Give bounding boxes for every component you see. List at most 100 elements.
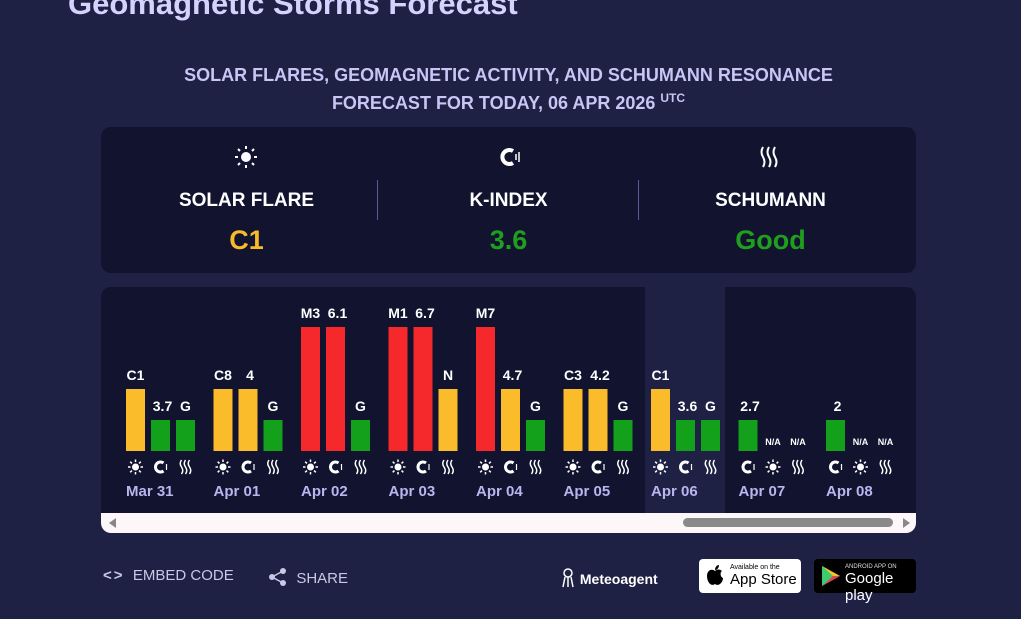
brand-icon bbox=[562, 568, 574, 588]
sun-icon bbox=[857, 463, 864, 471]
schumann-label: G bbox=[268, 398, 279, 414]
schumann-label: N bbox=[443, 367, 453, 383]
schumann-label: G bbox=[705, 398, 716, 414]
magnet-icon bbox=[829, 460, 840, 474]
scroll-right[interactable] bbox=[903, 518, 910, 528]
sun-ray bbox=[401, 461, 404, 464]
apple-icon bbox=[707, 565, 723, 585]
waves-icon bbox=[887, 459, 892, 475]
flare-bar bbox=[213, 389, 233, 451]
appstore-button[interactable]: Available on the App Store bbox=[699, 559, 801, 593]
date-label: Apr 06 bbox=[651, 483, 698, 500]
sun-ray bbox=[663, 470, 667, 473]
brand[interactable]: Meteoagent bbox=[560, 567, 658, 589]
waves-icon bbox=[358, 459, 363, 475]
waves-icon bbox=[796, 459, 800, 475]
sun-ray bbox=[138, 461, 142, 464]
scroll-thumb[interactable] bbox=[683, 518, 893, 527]
kindex-label: 3.7 bbox=[153, 398, 173, 414]
schumann-bar bbox=[263, 420, 283, 451]
waves-icon bbox=[537, 459, 542, 475]
sun-icon bbox=[219, 463, 227, 471]
divider bbox=[377, 180, 378, 220]
sun-icon bbox=[482, 463, 489, 471]
waves-icon bbox=[792, 459, 796, 475]
schumann-label: G bbox=[355, 398, 366, 414]
scroll-left[interactable] bbox=[109, 518, 116, 528]
na-label: N/A bbox=[790, 437, 806, 447]
sun-ray bbox=[854, 461, 858, 464]
sun-ray bbox=[226, 470, 229, 473]
day-column: M7 4.7 G Apr 04 bbox=[476, 305, 545, 500]
waves-icon bbox=[267, 459, 271, 475]
flare-label: C1 bbox=[127, 367, 145, 383]
day-column: C8 4G Apr 01 bbox=[213, 367, 283, 500]
kindex-label: 3.6 bbox=[678, 398, 698, 414]
sun-ray bbox=[304, 461, 308, 464]
magnet-icon bbox=[741, 460, 752, 474]
summary-item: K-INDEX 3.6 bbox=[373, 127, 644, 273]
schumann-label: G bbox=[180, 398, 191, 414]
day-column: M3 6.1 G Apr 02 bbox=[301, 305, 370, 500]
sun-ray bbox=[776, 461, 779, 464]
sun-ray bbox=[776, 470, 779, 473]
date-label: Apr 05 bbox=[564, 483, 611, 500]
sun-ray bbox=[576, 470, 579, 473]
na-label: N/A bbox=[853, 437, 869, 447]
summary-value: 3.6 bbox=[489, 225, 528, 255]
magnet-icon bbox=[329, 460, 340, 474]
sun-icon bbox=[569, 463, 577, 471]
share-button[interactable]: SHARE bbox=[268, 567, 348, 587]
day-column: C1 3.6 G Apr 06 bbox=[645, 287, 725, 513]
embed-button[interactable]: <> EMBED CODE bbox=[103, 567, 234, 584]
waves-icon bbox=[617, 459, 621, 475]
summary-item: SOLAR FLARE C1 bbox=[111, 127, 382, 273]
schumann-bar bbox=[438, 389, 458, 451]
waves-icon bbox=[446, 459, 450, 475]
flare-bar bbox=[651, 389, 670, 451]
magnet-icon bbox=[241, 460, 252, 474]
flare-label: C3 bbox=[564, 367, 582, 383]
waves-icon bbox=[354, 459, 359, 475]
summary-label: SCHUMANN bbox=[715, 190, 826, 211]
schumann-label: G bbox=[530, 398, 541, 414]
sun-ray bbox=[488, 461, 492, 464]
waves-icon bbox=[800, 459, 804, 475]
flare-bar bbox=[563, 389, 583, 451]
kindex-bar bbox=[326, 327, 345, 451]
schumann-bar bbox=[176, 420, 195, 451]
googleplay-button[interactable]: ANDROID APP ON Google play bbox=[814, 559, 916, 604]
googleplay-big: Google play bbox=[845, 570, 894, 604]
kindex-bar bbox=[676, 420, 695, 451]
waves-icon bbox=[442, 459, 446, 475]
waves-icon bbox=[708, 459, 713, 475]
sun-ray bbox=[129, 470, 133, 473]
flare-label: M1 bbox=[388, 305, 408, 321]
subtitle-line: FORECAST FOR TODAY, 06 APR 2026 UTC bbox=[0, 91, 1017, 114]
day-column: M1 6.7 N Apr 03 bbox=[388, 305, 458, 500]
flare-bar bbox=[301, 327, 320, 451]
sun-icon bbox=[307, 463, 314, 471]
magnet-icon bbox=[500, 148, 520, 166]
sun-ray bbox=[863, 470, 867, 473]
sun-ray bbox=[479, 470, 483, 473]
sun-ray bbox=[401, 470, 404, 473]
waves-icon bbox=[533, 459, 538, 475]
sun-ray bbox=[217, 470, 220, 473]
sun-ray bbox=[576, 461, 579, 464]
schumann-bar bbox=[701, 420, 720, 451]
divider bbox=[638, 180, 639, 220]
waves-icon bbox=[450, 459, 454, 475]
sun-icon bbox=[394, 463, 402, 471]
waves-icon bbox=[760, 146, 778, 168]
date-label: Apr 08 bbox=[826, 483, 873, 500]
sun-ray bbox=[767, 470, 770, 473]
kindex-bar bbox=[151, 420, 170, 451]
flare-label: C1 bbox=[652, 367, 670, 383]
summary-label: K-INDEX bbox=[469, 190, 548, 211]
sun-ray bbox=[479, 461, 483, 464]
kindex-label: 4.2 bbox=[590, 367, 610, 383]
magnet-icon bbox=[154, 460, 165, 474]
day-column: 2.7 N/A N/A Apr 07 bbox=[738, 398, 806, 500]
